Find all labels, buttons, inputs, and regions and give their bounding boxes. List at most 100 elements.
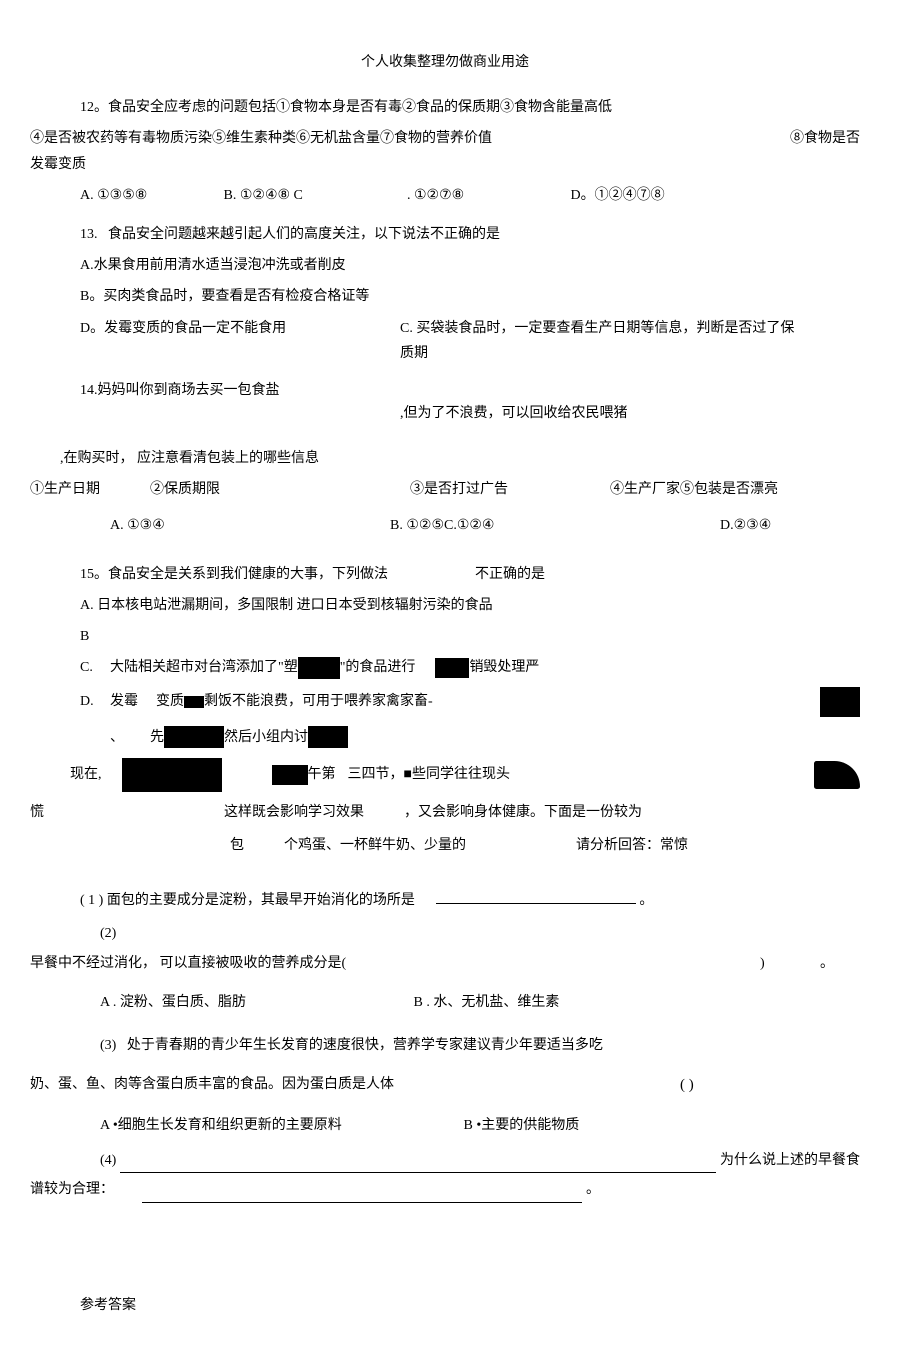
s2-end: 。 (820, 951, 860, 976)
q12-cont2: ⑧食物是否 (740, 126, 860, 151)
q14-num: 14. (80, 383, 98, 398)
question-13: 13. 食品安全问题越来越引起人们的高度关注，以下说法不正确的是 A.水果食用前… (30, 222, 860, 366)
sub-question-2-options: A . 淀粉、蛋白质、脂肪 B . 水、无机盐、维生素 (30, 990, 860, 1015)
s3-paren: ( ) (680, 1072, 860, 1099)
q12-options: A. ①③⑤⑧ B. ①②④⑧ C . ①②⑦⑧ D。①②④⑦⑧ (30, 183, 860, 208)
fragment-image-icon (164, 726, 224, 748)
q13-opt-c2: 质期 (30, 341, 860, 366)
s4-num: (4) (100, 1148, 116, 1173)
q15-opt-a: A. 日本核电站泄漏期间，多国限制 进口日本受到核辐射污染的食品 (30, 593, 860, 618)
q14-d: D.②③④ (720, 513, 860, 538)
s4-tail: 为什么说上述的早餐食 (720, 1148, 860, 1173)
bao-tail: 请分析回答：常惊 (576, 833, 688, 858)
q15-d-letter: D. (80, 689, 110, 714)
answer-reference: 参考答案 (30, 1293, 860, 1318)
q15-d2: 变质 (156, 689, 184, 714)
blank-line (436, 890, 636, 904)
huang: 慌 (30, 800, 44, 825)
huang-tail: ，又会影响身体健康。下面是一份较为 (404, 800, 642, 825)
q13-opt-d: D。发霉变质的食品一定不能食用 (80, 316, 400, 341)
fragment-image-icon (814, 761, 860, 789)
fragment-image-icon (122, 758, 222, 792)
q14-o3: ③是否打过广告 (410, 477, 610, 502)
question-12: 12。食品安全应考虑的问题包括①食物本身是否有毒②食品的保质期③食物含能量高低 … (30, 95, 860, 208)
q15-c-letter: C. (80, 655, 110, 680)
q13-num: 13. (80, 227, 98, 242)
sub-question-2-num: (2) (30, 921, 860, 946)
sub-question-3: (3) 处于青春期的青少年生长发育的速度很快，营养学专家建议青少年要适当多吃 (30, 1033, 860, 1058)
blank-line (142, 1187, 582, 1203)
question-fragment-line-3: 慌 这样既会影响学习效果 ，又会影响身体健康。下面是一份较为 (30, 800, 860, 825)
q15-a-text: A. 日本核电站泄漏期间，多国限制 进口日本受到核辐射污染的食品 (80, 593, 493, 618)
q12-opt-b: B. ①②④⑧ C (224, 183, 404, 208)
s2-num: (2) (100, 926, 116, 941)
fragment-image-icon (272, 765, 308, 785)
s3-opt-a: A •细胞生长发育和组织更新的主要原料 (100, 1113, 460, 1138)
huang-mid: 这样既会影响学习效果 (224, 800, 364, 825)
q15-opt-d: D. 发霉 变质 剩饭不能浪费，可用于喂养家禽家畜- (30, 687, 860, 717)
s1-end: 。 (639, 893, 653, 908)
question-fragment-line-4: 包 个鸡蛋、一杯鲜牛奶、少量的 请分析回答：常惊 (30, 833, 860, 858)
q15-c1: 大陆相 (110, 655, 152, 680)
q15-stem-tail: 不正确的是 (475, 567, 545, 582)
s2-opt-a: A . 淀粉、蛋白质、脂肪 (100, 990, 410, 1015)
q15-c4: 销毁处理严 (469, 655, 539, 680)
sub-question-1: ( 1 ) 面包的主要成分是淀粉，其最早开始消化的场所是 。 (30, 888, 860, 913)
s4-line2: 谱较为合理： (30, 1177, 114, 1202)
page-header: 个人收集整理勿做商业用途 (30, 50, 860, 75)
q15-stem: 食品安全是关系到我们健康的大事，下列做法 (108, 567, 388, 582)
q14-tail: ,但为了不浪费，可以回收给农民喂猪 (30, 401, 860, 426)
q12-opt-a: A. ①③⑤⑧ (80, 183, 220, 208)
s2-text: 早餐中不经过消化， 可以直接被吸收的营养成分是( (30, 951, 346, 976)
s4-end: 。 (586, 1177, 600, 1202)
q15-c3: "的食品进行 (340, 655, 416, 680)
q15-opt-c: C. 大陆相 关超市对台湾添加了"塑 "的食品进行 销毁处理严 (30, 655, 860, 680)
s2-opt-b: B . 水、无机盐、维生素 (414, 990, 560, 1015)
frag-pre: 先 (150, 725, 164, 750)
now-tail: 三四节，■些同学往往现头 (348, 762, 510, 787)
s3-opt-b: B •主要的供能物质 (464, 1113, 580, 1138)
q15-d3: 剩饭不能浪费，可用于喂养家禽家畜- (204, 689, 433, 714)
blank-line (120, 1157, 716, 1173)
bao: 包 (230, 833, 244, 858)
q15-b-letter: B (80, 624, 110, 649)
q14-o2: ②保质期限 (150, 477, 410, 502)
s2-paren: ) (760, 951, 820, 976)
sub-question-3-line2: 奶、蛋、鱼、肉等含蛋白质丰富的食品。因为蛋白质是人体 ( ) (30, 1072, 860, 1099)
s3-num: (3) (100, 1038, 116, 1053)
question-15: 15。食品安全是关系到我们健康的大事，下列做法 不正确的是 A. 日本核电站泄漏… (30, 562, 860, 858)
fragment-image-icon (820, 687, 860, 717)
sub-question-3-options: A •细胞生长发育和组织更新的主要原料 B •主要的供能物质 (30, 1113, 860, 1138)
sub-question-4-line2: 谱较为合理： 。 (30, 1177, 860, 1202)
frag-mid: 然后小组内讨 (224, 725, 308, 750)
q15-d1: 发霉 (110, 689, 138, 714)
q15-num: 15。 (80, 567, 108, 582)
q14-sub-options: ①生产日期 ②保质期限 ③是否打过广告 ④生产厂家⑤包装是否漂亮 (30, 477, 860, 502)
question-14: 14.妈妈叫你到商场去买一包食盐 ,但为了不浪费，可以回收给农民喂猪 ,在购买时… (30, 378, 860, 538)
q14-a: A. ①③④ (110, 513, 390, 538)
q13-opt-b: B。买肉类食品时，要查看是否有检疫合格证等 (30, 284, 860, 309)
q12-stem: 食品安全应考虑的问题包括①食物本身是否有毒②食品的保质期③食物含能量高低 (108, 100, 612, 115)
now-mid: 午第 (308, 762, 336, 787)
question-fragment-line-2: 现在, 午第 三四节，■些同学往往现头 (30, 758, 860, 792)
q14-abcd: A. ①③④ B. ①②⑤C.①②④ D.②③④ (30, 513, 860, 538)
q12-cont1: ④是否被农药等有毒物质污染⑤维生素种类⑥无机盐含量⑦食物的营养价值 (30, 126, 740, 151)
now-text: 现在, (70, 762, 102, 787)
s3-line2: 奶、蛋、鱼、肉等含蛋白质丰富的食品。因为蛋白质是人体 (30, 1072, 394, 1099)
q14-line2: ,在购买时， 应注意看清包装上的哪些信息 (30, 446, 860, 471)
s1-text: ( 1 ) 面包的主要成分是淀粉，其最早开始消化的场所是 (80, 893, 415, 908)
q12-opt-c: . ①②⑦⑧ (407, 183, 567, 208)
q13-opt-a: A.水果食用前用清水适当浸泡冲洗或者削皮 (30, 253, 860, 278)
question-fragment-line: 、 先 然后小组内讨 (30, 725, 860, 750)
q14-o1: ①生产日期 (30, 477, 150, 502)
q14-b: B. ①②⑤C.①②④ (390, 513, 720, 538)
sub-question-2: 早餐中不经过消化， 可以直接被吸收的营养成分是( ) 。 (30, 951, 860, 976)
q14-stem: 妈妈叫你到商场去买一包食盐 (98, 383, 280, 398)
fragment-image-icon (298, 657, 340, 679)
q12-num: 12。 (80, 100, 108, 115)
q12-cont3: 发霉变质 (30, 152, 860, 177)
q13-opt-c1: C. 买袋装食品时，一定要查看生产日期等信息，判断是否过了保 (400, 316, 860, 341)
q15-c2: 关超市对台湾添加了"塑 (152, 655, 298, 680)
fragment-image-icon (308, 726, 348, 748)
sub-question-4: (4) 为什么说上述的早餐食 (30, 1148, 860, 1173)
